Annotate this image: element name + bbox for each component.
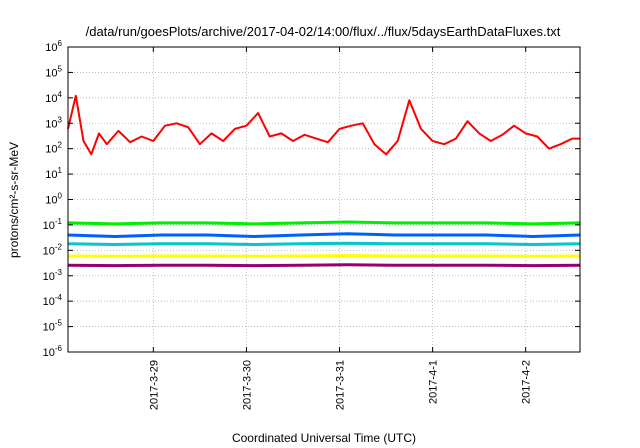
data-series	[67, 94, 581, 268]
y-tick-label: 106	[45, 39, 62, 54]
series-line	[67, 241, 581, 246]
x-tick-label: 2017-4-1	[428, 360, 440, 404]
series-line	[67, 263, 581, 268]
y-tick-label: 10-3	[43, 268, 63, 283]
grid-lines	[68, 47, 580, 352]
x-tick-label: 2017-3-29	[148, 360, 160, 410]
y-tick-label: 101	[45, 166, 62, 181]
y-tick-label: 10-1	[43, 217, 63, 232]
series-line	[67, 232, 581, 238]
x-tick-label: 2017-3-30	[241, 360, 253, 410]
axis-ticks	[68, 46, 580, 353]
series-line	[67, 254, 581, 258]
y-tick-label: 105	[45, 64, 62, 79]
y-axis-label: protons/cm²-s-sr-MeV	[7, 142, 21, 258]
y-tick-label: 10-2	[43, 242, 63, 257]
y-tick-label: 104	[45, 90, 62, 105]
series-line	[67, 220, 581, 226]
y-tick-label: 103	[45, 115, 62, 130]
x-tick-label: 2017-3-31	[335, 360, 347, 410]
y-tick-labels: 10-6 10-5 10-4 10-3 10-2 10-1 100 101 102 103 104 1…	[43, 39, 63, 359]
x-tick-label: 2017-4-2	[521, 360, 533, 404]
y-tick-label: 10-5	[43, 319, 63, 334]
y-tick-label: 100	[45, 192, 62, 207]
series-line	[67, 94, 580, 156]
chart-title: /data/run/goesPlots/archive/2017-04-02/1…	[86, 24, 561, 39]
y-tick-label: 10-6	[43, 344, 63, 359]
y-tick-label: 102	[45, 141, 62, 156]
y-tick-label: 10-4	[43, 293, 63, 308]
x-axis-label: Coordinated Universal Time (UTC)	[232, 431, 416, 445]
x-tick-labels: 2017-3-29 2017-3-30 2017-3-31 2017-4-1 2017-…	[148, 360, 532, 410]
